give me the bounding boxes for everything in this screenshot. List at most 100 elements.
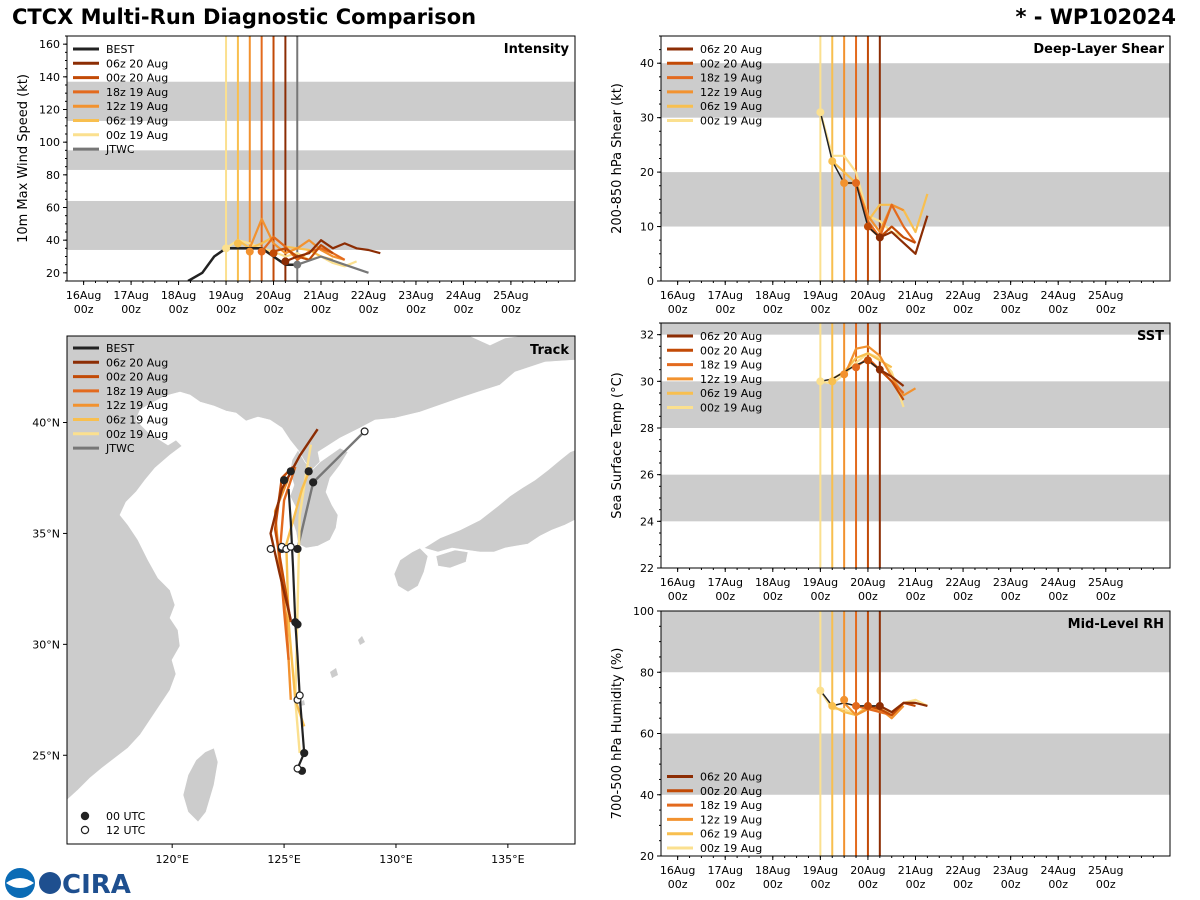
intensity-plot-area xyxy=(67,36,575,281)
sst-ytick-label: 30 xyxy=(640,375,654,388)
sst-legend-label: 06z 20 Aug xyxy=(700,330,762,343)
sst-background xyxy=(661,323,1170,568)
sst-ytick-label: 22 xyxy=(640,562,654,575)
intensity-xtick-label: 25Aug xyxy=(493,289,528,302)
sst-panel: 22242628303216Aug00z17Aug00z18Aug00z19Au… xyxy=(610,322,1171,603)
noaa-bird-icon xyxy=(6,878,34,888)
rh-xtick-label: 20Aug xyxy=(850,864,885,877)
shear-legend-label: 18z 19 Aug xyxy=(700,72,762,85)
intensity-ytick-label: 80 xyxy=(46,169,60,182)
shear-xtick-label: 00z xyxy=(906,303,926,316)
shear-xtick-label: 00z xyxy=(715,303,735,316)
sst-xtick-label: 00z xyxy=(906,590,926,603)
shear-xtick-label: 20Aug xyxy=(850,289,885,302)
shear-panel-label: Deep-Layer Shear xyxy=(1033,42,1164,57)
track-point-12utc xyxy=(286,542,295,551)
shear-shaded-band xyxy=(661,63,1170,118)
shear-ytick-label: 40 xyxy=(640,57,654,70)
shear-series-line xyxy=(819,111,905,239)
shear-xtick-label: 24Aug xyxy=(1040,289,1075,302)
shear-xtick-label: 25Aug xyxy=(1088,289,1123,302)
rh-xtick-label: 19Aug xyxy=(803,864,838,877)
shear-xtick-label: 22Aug xyxy=(945,289,980,302)
cira-globe-icon xyxy=(39,872,61,894)
shear-shaded-band xyxy=(661,172,1170,227)
shear-series-line xyxy=(831,160,929,234)
rh-xtick-label: 23Aug xyxy=(993,864,1028,877)
rh-xtick-label: 17Aug xyxy=(707,864,742,877)
rh-xtick-label: 00z xyxy=(953,878,973,891)
sst-xtick-label: 00z xyxy=(1001,590,1021,603)
intensity-series-line xyxy=(296,255,369,274)
intensity-xtick-label: 00z xyxy=(501,303,521,316)
intensity-ytick-label: 60 xyxy=(46,202,60,215)
sst-xtick-label: 00z xyxy=(1048,590,1068,603)
track-point-12utc xyxy=(293,764,302,773)
rh-panel: 2040608010016Aug00z17Aug00z18Aug00z19Aug… xyxy=(610,605,1171,891)
rh-xtick-label: 22Aug xyxy=(945,864,980,877)
intensity-xtick-label: 00z xyxy=(74,303,94,316)
shear-ytick-label: 20 xyxy=(640,166,654,179)
shear-legend-label: 00z 19 Aug xyxy=(700,115,762,128)
sst-xtick-label: 16Aug xyxy=(660,576,695,589)
shear-init-marker xyxy=(828,157,837,166)
rh-xtick-label: 21Aug xyxy=(898,864,933,877)
rh-series-line xyxy=(843,702,905,720)
intensity-xtick-label: 17Aug xyxy=(113,289,148,302)
track-series-line xyxy=(273,466,294,623)
track-legend-label: 06z 19 Aug xyxy=(106,414,168,427)
sst-ytick-label: 24 xyxy=(640,515,654,528)
sst-ytick-label: 32 xyxy=(640,329,654,342)
sst-init-marker xyxy=(863,356,872,365)
track-xtick-label: 125°E xyxy=(267,853,300,866)
sst-shaded-band xyxy=(661,323,1170,335)
intensity-shaded-band xyxy=(67,150,575,170)
sst-init-marker xyxy=(852,363,861,372)
sst-init-marker xyxy=(828,377,837,386)
track-point-00utc xyxy=(304,467,313,476)
rh-init-marker xyxy=(875,701,884,710)
intensity-xtick-label: 00z xyxy=(169,303,189,316)
sst-xtick-label: 19Aug xyxy=(803,576,838,589)
rh-ytick-label: 40 xyxy=(640,789,654,802)
intensity-init-marker xyxy=(269,249,278,258)
sst-xtick-label: 22Aug xyxy=(945,576,980,589)
shear-legend-label: 12z 19 Aug xyxy=(700,86,762,99)
intensity-xtick-label: 16Aug xyxy=(66,289,101,302)
shear-xtick-label: 00z xyxy=(858,303,878,316)
sst-xtick-label: 00z xyxy=(953,590,973,603)
track-point-00utc xyxy=(293,620,302,629)
track-ytick-label: 40°N xyxy=(32,417,60,430)
sst-xtick-label: 17Aug xyxy=(707,576,742,589)
intensity-init-marker xyxy=(222,244,231,253)
intensity-legend-label: 06z 19 Aug xyxy=(106,115,168,128)
intensity-ytick-label: 40 xyxy=(46,234,60,247)
track-lines xyxy=(269,428,366,772)
shear-xtick-label: 00z xyxy=(1001,303,1021,316)
intensity-xtick-label: 18Aug xyxy=(161,289,196,302)
track-series-line xyxy=(287,489,306,772)
track-point-12utc xyxy=(266,544,275,553)
intensity-ylabel: 10m Max Wind Speed (kt) xyxy=(16,74,31,243)
rh-legend-label: 06z 20 Aug xyxy=(700,771,762,784)
rh-init-marker xyxy=(828,701,837,710)
sst-legend-label: 18z 19 Aug xyxy=(700,359,762,372)
shear-ylabel: 200-850 hPa Shear (kt) xyxy=(610,83,625,234)
track-legend-label: 00z 19 Aug xyxy=(106,428,168,441)
sst-init-marker xyxy=(840,370,849,379)
shear-xtick-label: 17Aug xyxy=(707,289,742,302)
rh-xtick-label: 00z xyxy=(858,878,878,891)
rh-xtick-label: 16Aug xyxy=(660,864,695,877)
intensity-series-line xyxy=(284,239,381,263)
intensity-legend-label: 00z 20 Aug xyxy=(106,72,168,85)
shear-init-marker xyxy=(863,222,872,231)
land-asia xyxy=(67,336,575,801)
cira-logo: CIRA xyxy=(5,868,131,900)
intensity-shaded-band xyxy=(67,200,575,250)
track-xtick-label: 130°E xyxy=(379,853,412,866)
track-panel-label: Track xyxy=(530,343,569,358)
sst-xtick-label: 25Aug xyxy=(1088,576,1123,589)
